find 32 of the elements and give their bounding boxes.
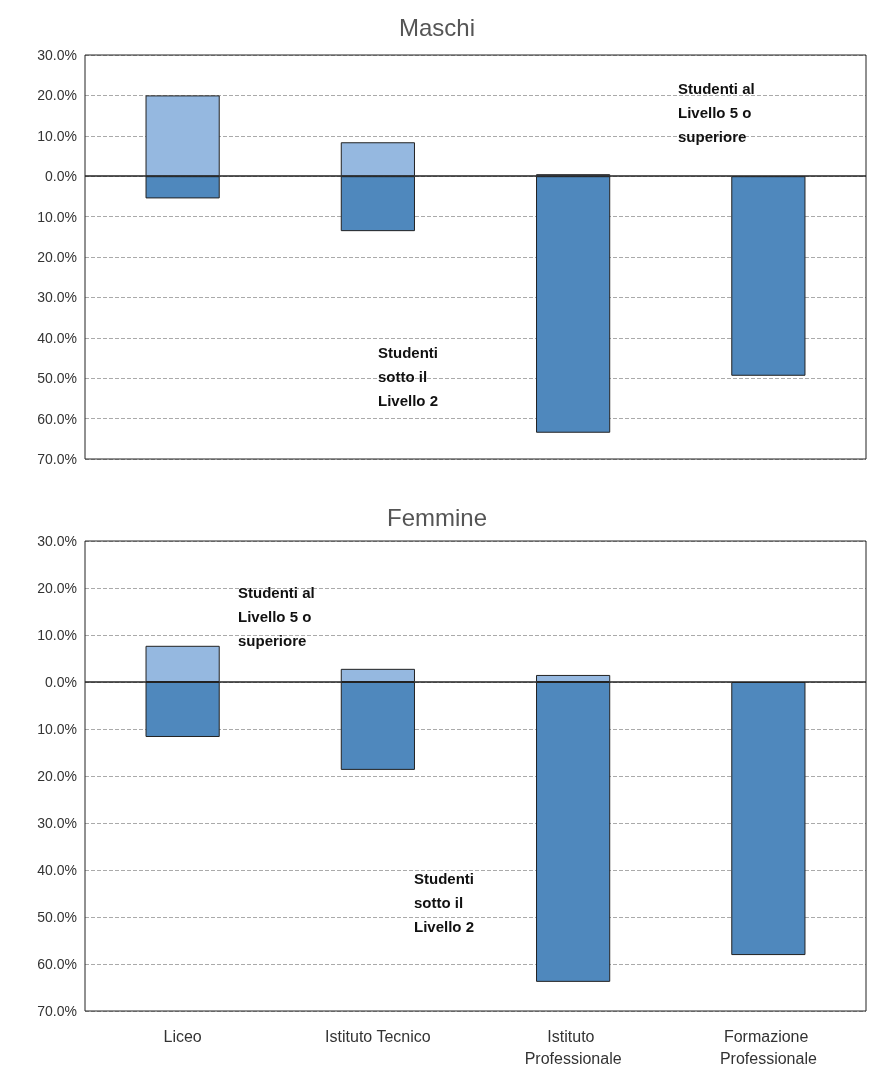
y-tick-label: 30.0%	[37, 815, 77, 831]
annotation: Studenti al Livello 5 o superiore	[678, 79, 759, 145]
y-tick-label: 50.0%	[37, 909, 77, 925]
y-tick-label: 30.0%	[37, 533, 77, 549]
annotation: Studenti sotto il Livello 2	[414, 869, 479, 935]
y-tick-label: 10.0%	[37, 627, 77, 643]
y-tick-label: 20.0%	[37, 87, 77, 104]
chart-title: Maschi	[398, 13, 476, 41]
y-tick-label: 40.0%	[37, 862, 77, 878]
x-tick-label: Istituto Professionale	[524, 1027, 622, 1067]
y-tick-label: 20.0%	[37, 249, 77, 265]
x-tick-label: Liceo	[163, 1027, 202, 1045]
y-tick-label: 60.0%	[37, 956, 77, 972]
y-tick-label: 40.0%	[37, 329, 77, 346]
chart-title: Femmine	[386, 503, 488, 531]
y-tick-label: 60.0%	[37, 410, 77, 427]
y-tick-label: 30.0%	[37, 47, 77, 63]
y-tick-label: 30.0%	[37, 289, 77, 306]
y-tick-label: 70.0%	[37, 1003, 77, 1019]
y-tick-label: 10.0%	[37, 721, 77, 737]
annotation: Studenti sotto il Livello 2	[378, 343, 443, 409]
y-tick-label: 0.0%	[45, 674, 77, 690]
y-tick-label: 20.0%	[37, 580, 77, 596]
y-tick-label: 10.0%	[37, 208, 77, 225]
y-tick-label: 20.0%	[37, 768, 77, 784]
y-tick-label: 0.0%	[45, 168, 77, 185]
annotation: Studenti al Livello 5 o superiore	[238, 583, 319, 649]
x-tick-label: Formazione Professionale	[719, 1027, 817, 1067]
y-tick-label: 70.0%	[37, 451, 77, 467]
x-tick-label: Istituto Tecnico	[325, 1027, 431, 1045]
y-tick-label: 50.0%	[37, 370, 77, 387]
y-tick-label: 10.0%	[37, 127, 77, 144]
